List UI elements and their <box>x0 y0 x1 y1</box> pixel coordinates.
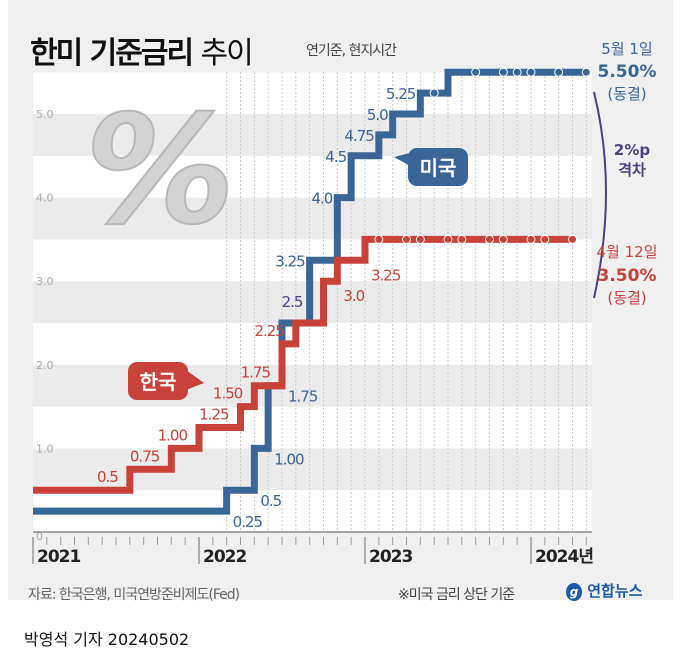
us-end-date: 5월 1일 <box>601 40 652 58</box>
data-label: 2.25 <box>254 322 284 340</box>
data-label: 0.75 <box>130 447 160 465</box>
grid-band <box>33 364 592 407</box>
data-label: 4.5 <box>325 148 346 166</box>
gap-label: 격차 <box>618 161 646 179</box>
hold-dot <box>374 234 384 244</box>
y-tick-label: 2.0 <box>36 359 54 372</box>
data-label: 1.75 <box>241 364 271 382</box>
hold-dot <box>581 67 591 77</box>
data-label: 4.75 <box>344 127 374 145</box>
hold-dot <box>512 67 522 77</box>
hold-dot <box>554 67 564 77</box>
series-line-us <box>33 68 587 515</box>
x-tick-label: 2022 <box>203 547 246 567</box>
data-label: 0.25 <box>233 513 263 531</box>
y-tick-label: 1.0 <box>36 442 54 455</box>
grid-band <box>33 114 592 156</box>
hold-dot <box>526 234 536 244</box>
grid-band <box>33 72 592 114</box>
logo-icon: g <box>566 583 582 601</box>
korea-end-status: (동결) <box>607 289 646 307</box>
hold-dot <box>471 67 481 77</box>
hold-dot <box>402 234 411 244</box>
data-label: 1.00 <box>274 450 304 468</box>
data-label: 1.50 <box>213 385 243 403</box>
data-label: 5.0 <box>367 106 388 124</box>
data-label: 1.25 <box>199 406 229 424</box>
data-label: 4.0 <box>311 190 332 208</box>
hold-dot <box>443 234 453 244</box>
hold-dot <box>568 234 577 244</box>
data-label: 1.00 <box>158 426 188 444</box>
grid-band <box>33 448 592 491</box>
hold-dot <box>415 234 425 244</box>
us-end-rate: 5.50% <box>598 62 657 82</box>
gap-bracket <box>593 91 607 299</box>
hold-dot <box>457 234 467 244</box>
korea-bubble <box>128 362 188 400</box>
yonhap-logo: g 연합뉴스 <box>566 580 642 601</box>
x-tick-label: 2021 <box>37 547 80 567</box>
data-label: 3.25 <box>275 252 305 270</box>
korea-bubble-tail <box>186 370 204 390</box>
gap-value: 2%p <box>614 141 650 159</box>
hold-dot <box>540 234 550 244</box>
grid-band <box>33 197 592 240</box>
grid-band <box>33 155 592 198</box>
source-note: 자료: 한국은행, 미국연방준비제도(Fed) <box>28 587 240 603</box>
percent-decoration-icon: % <box>85 84 235 258</box>
footnote: ※미국 금리 상단 기준 <box>398 587 515 603</box>
korea-bubble-label: 한국 <box>140 370 177 394</box>
data-label: 0.5 <box>97 468 118 486</box>
us-end-status: (동결) <box>607 85 646 103</box>
byline: 박영석 기자 20240502 <box>24 630 190 649</box>
title-light: 추이 <box>200 36 254 71</box>
y-tick-label: 0 <box>36 530 43 543</box>
us-bubble-tail <box>394 153 410 166</box>
korea-end-date: 4월 12일 <box>597 243 658 261</box>
hold-dot <box>429 88 439 98</box>
data-label: 3.25 <box>371 266 401 284</box>
data-label: 5.25 <box>386 85 416 103</box>
y-tick-label: 5.0 <box>36 108 54 121</box>
data-label: 0.5 <box>260 492 281 510</box>
x-tick-label: 2024년 <box>535 547 593 567</box>
korea-end-rate: 3.50% <box>598 266 657 286</box>
page-title: 한미 기준금리 추이 <box>30 28 254 72</box>
y-tick-label: 4.0 <box>36 192 54 205</box>
data-label: 3.0 <box>343 287 364 305</box>
grid-band <box>33 406 592 449</box>
grid-band <box>33 323 592 365</box>
data-label: 2.5 <box>282 293 303 311</box>
series-line-korea <box>33 235 573 494</box>
logo-text: 연합뉴스 <box>587 582 643 600</box>
y-tick-label: 3.0 <box>36 275 54 288</box>
title-bold: 한미 기준금리 <box>30 36 194 71</box>
x-tick-label: 2023 <box>369 547 412 567</box>
subtitle: 연기준, 현지시간 <box>306 43 397 59</box>
hold-dot <box>485 234 494 244</box>
data-label: 1.75 <box>288 388 318 406</box>
hold-dot <box>498 67 508 77</box>
us-bubble-label: 미국 <box>420 156 457 180</box>
hold-dot <box>498 234 508 244</box>
us-bubble <box>408 148 468 186</box>
hold-dot <box>526 67 536 77</box>
